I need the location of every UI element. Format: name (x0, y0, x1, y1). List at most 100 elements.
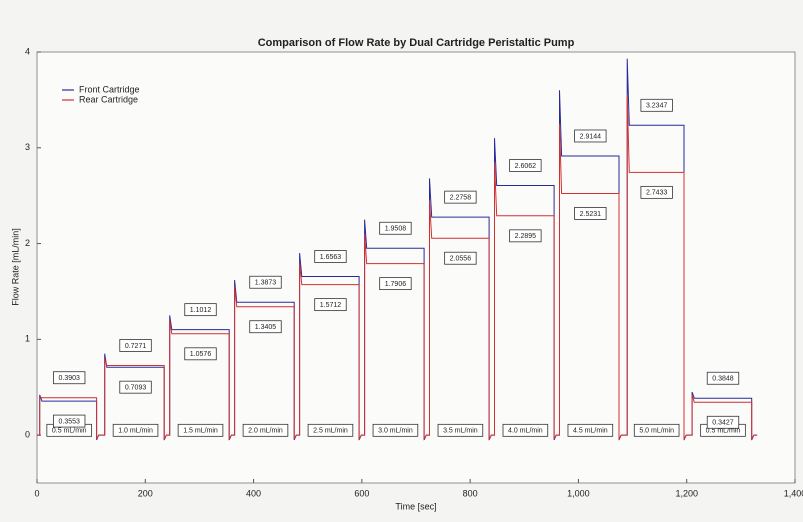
y-tick-label: 2 (25, 238, 30, 248)
mean-label-box (184, 303, 217, 317)
setpoint-label-group: 5.0 mL/min (633, 423, 680, 437)
mean-label-box (53, 371, 86, 385)
mean-label-group: 2.5231 (574, 207, 607, 220)
mean-label: 2.2758 (450, 194, 472, 201)
x-tick-label: 800 (463, 488, 478, 498)
setpoint-label-group: 4.0 mL/min (502, 423, 549, 437)
setpoint-label-box (177, 423, 224, 437)
mean-label-group: 1.0576 (184, 347, 217, 361)
mean-label-box (640, 98, 673, 112)
x-axis-label: Time [sec] (395, 501, 436, 511)
setpoint-label: 3.0 mL/min (378, 428, 413, 435)
y-tick-label: 4 (25, 46, 30, 56)
legend-label: Rear Cartridge (79, 94, 138, 104)
mean-label: 1.3873 (255, 280, 277, 287)
mean-label-box (444, 251, 477, 265)
setpoint-label-group: 2.0 mL/min (242, 423, 289, 437)
mean-label: 2.9144 (580, 133, 602, 140)
mean-label-box (249, 275, 282, 289)
mean-label-group: 0.3848 (706, 371, 740, 385)
mean-label: 0.3903 (59, 375, 81, 382)
chart-title: Comparison of Flow Rate by Dual Cartridg… (258, 37, 575, 49)
mean-label-group: 1.9508 (379, 221, 412, 235)
mean-label: 1.7906 (385, 281, 407, 288)
mean-label-group: 2.2758 (444, 190, 477, 204)
mean-label-group: 1.3873 (249, 275, 282, 289)
mean-label-group: 0.3427 (706, 415, 740, 429)
setpoint-label-group: 4.5 mL/min (567, 423, 614, 437)
setpoint-label: 4.0 mL/min (508, 428, 543, 435)
setpoint-label-box (242, 423, 289, 437)
setpoint-label: 4.5 mL/min (573, 428, 608, 435)
mean-label: 2.2895 (515, 233, 537, 240)
setpoint-label: 3.5 mL/min (443, 428, 478, 435)
x-tick-label: 1,000 (567, 488, 590, 498)
setpoint-label-box (633, 423, 680, 437)
setpoint-label-group: 3.5 mL/min (437, 423, 484, 437)
x-tick-label: 400 (246, 488, 261, 498)
setpoint-label-group: 1.5 mL/min (177, 423, 224, 437)
mean-label-group: 0.7271 (119, 339, 152, 352)
mean-label: 0.3848 (712, 376, 734, 383)
mean-label-box (379, 221, 412, 235)
mean-label: 1.0576 (190, 351, 212, 358)
setpoint-label: 2.5 mL/min (313, 428, 348, 435)
mean-label-group: 1.5712 (314, 298, 347, 312)
mean-label-box (444, 190, 477, 204)
mean-label: 2.7433 (646, 190, 668, 197)
mean-label-box (53, 414, 86, 428)
mean-label-group: 2.7433 (640, 185, 673, 199)
setpoint-label: 0.5 mL/min (52, 428, 87, 435)
data-line (37, 95, 758, 441)
mean-label: 1.1012 (190, 307, 212, 314)
y-axis-label: Flow Rate [mL/min] (10, 228, 20, 306)
mean-label-group: 0.7093 (119, 380, 152, 394)
mean-label-box (184, 347, 217, 361)
mean-label-box (574, 207, 607, 220)
setpoint-label-box (372, 423, 419, 437)
y-tick-label: 0 (25, 429, 30, 439)
mean-label-box (574, 129, 607, 143)
mean-label: 2.5231 (580, 211, 602, 218)
setpoint-label: 2.0 mL/min (248, 428, 283, 435)
setpoint-label-group: 2.5 mL/min (307, 423, 354, 437)
mean-label-box (640, 185, 673, 199)
mean-label: 0.3427 (712, 420, 734, 427)
mean-label-group: 1.6563 (314, 250, 347, 263)
mean-label: 1.9508 (385, 226, 407, 233)
mean-label-box (314, 250, 347, 263)
mean-label-group: 2.2895 (509, 229, 542, 243)
mean-label: 1.5712 (320, 302, 342, 309)
mean-label: 0.3553 (59, 418, 81, 425)
mean-label-box (314, 298, 347, 312)
setpoint-label-box (307, 423, 354, 437)
x-tick-label: 1,200 (675, 488, 698, 498)
mean-label-box (119, 380, 152, 394)
mean-label-box (509, 229, 542, 243)
setpoint-label: 5.0 mL/min (639, 428, 674, 435)
mean-label-group: 0.3553 (53, 414, 86, 428)
mean-label-group: 2.9144 (574, 129, 607, 143)
setpoint-label-box (502, 423, 549, 437)
mean-label-group: 1.3405 (249, 320, 282, 334)
mean-label: 1.3405 (255, 324, 277, 331)
setpoint-label-group: 1.0 mL/min (112, 423, 159, 437)
mean-label: 3.2347 (646, 103, 668, 110)
setpoint-label-box (567, 423, 614, 437)
mean-label-box (379, 277, 412, 291)
mean-label: 2.6062 (515, 163, 537, 170)
y-tick-label: 1 (25, 334, 30, 344)
mean-label-box (249, 320, 282, 334)
mean-label-group: 2.0556 (444, 251, 477, 265)
setpoint-label: 1.0 mL/min (118, 428, 153, 435)
setpoint-label-box (437, 423, 484, 437)
mean-label: 0.7093 (125, 385, 147, 392)
mean-label-box (706, 415, 740, 429)
mean-label-group: 2.6062 (509, 159, 542, 172)
plot-area (36, 51, 796, 484)
mean-label-group: 0.3903 (53, 371, 86, 385)
setpoint-label: 0.5 mL/min (706, 428, 741, 435)
x-tick-label: 200 (138, 488, 153, 498)
y-tick-label: 3 (25, 142, 30, 152)
